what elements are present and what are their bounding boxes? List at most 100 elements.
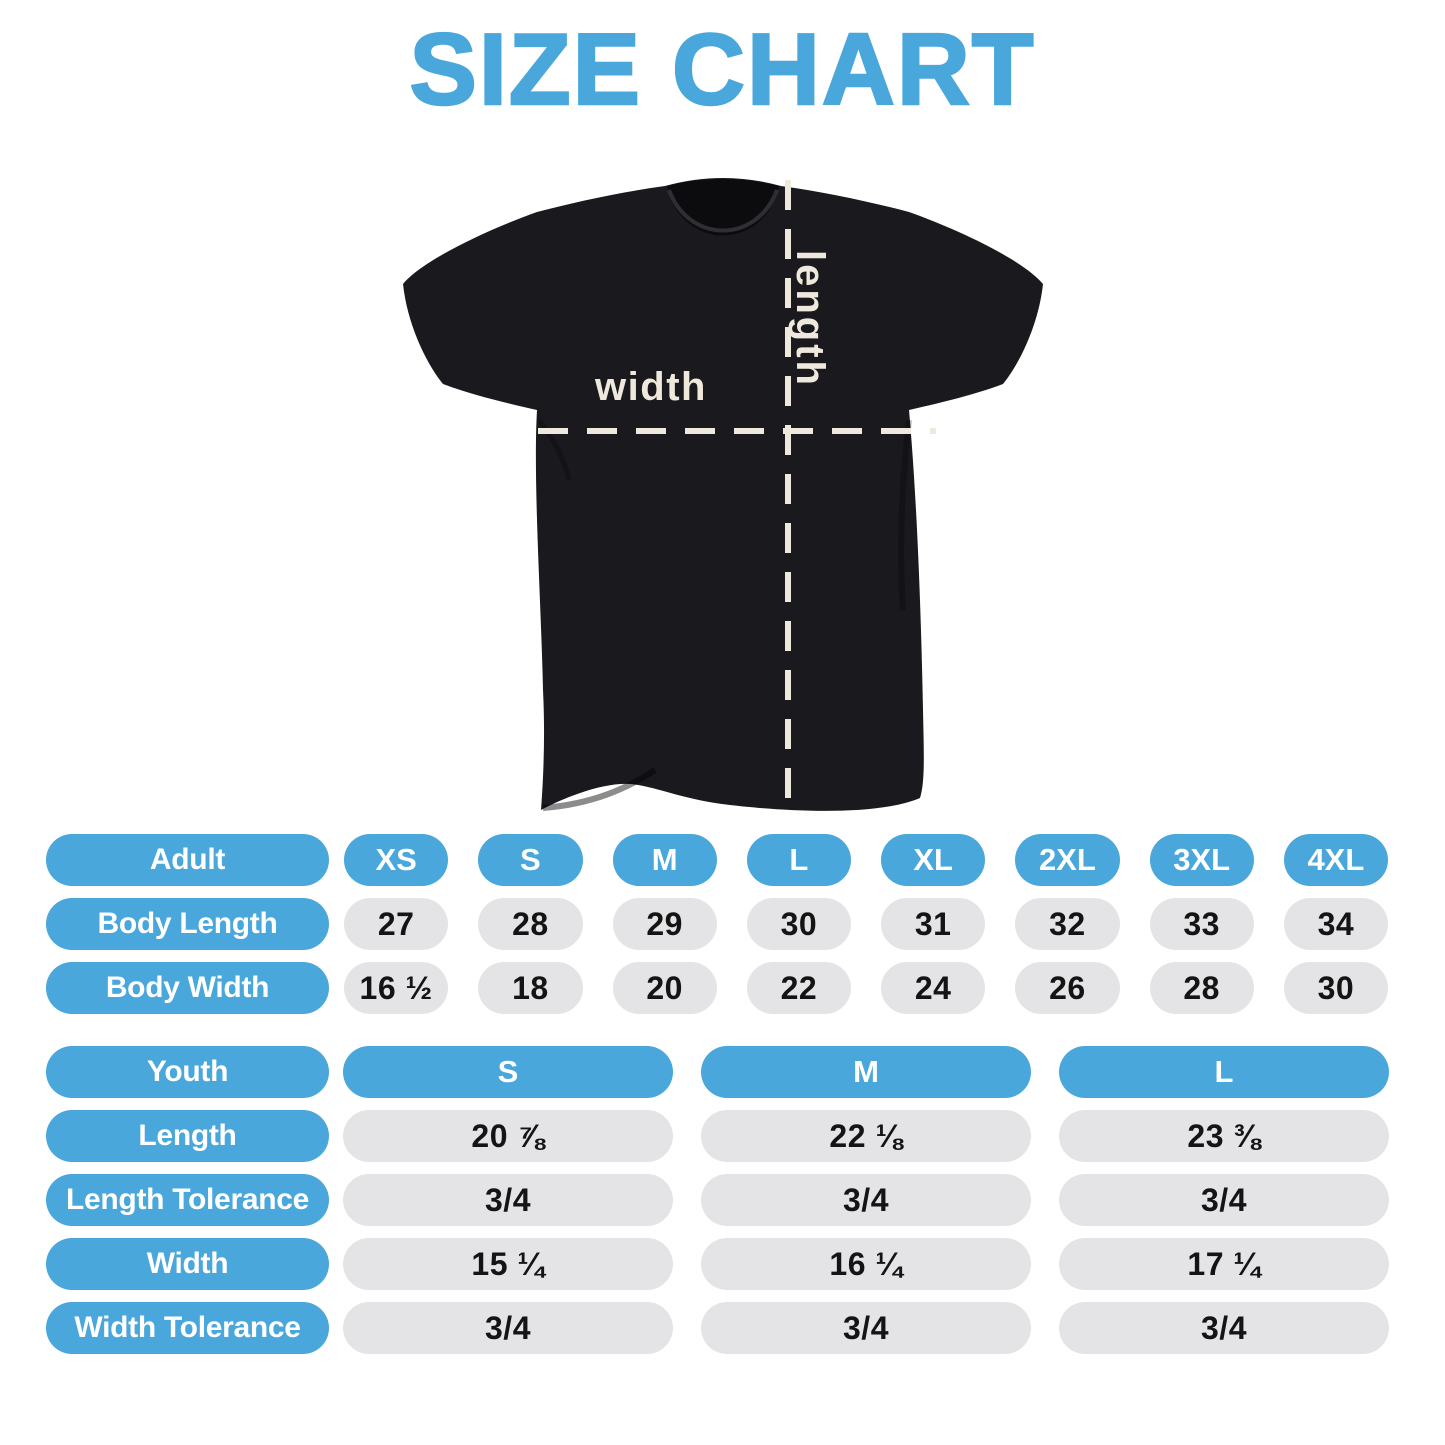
table-cell: 20 ⅞ (329, 1110, 687, 1162)
tshirt-graphic: width length (403, 178, 1043, 811)
value-pill: 24 (881, 962, 986, 1014)
tshirt-diagram: width length (393, 170, 1053, 820)
table-cell: XL (866, 834, 1000, 886)
value-pill: 30 (746, 898, 851, 950)
value-pill: 3/4 (701, 1302, 1031, 1354)
width-label: width (594, 365, 707, 409)
size-header-pill: L (746, 834, 851, 886)
size-header-pill: L (1059, 1046, 1389, 1098)
table-cell: 18 (463, 962, 597, 1014)
size-header-pill: XS (344, 834, 449, 886)
size-table-row: Width Tolerance 3/4 3/4 3/4 (46, 1302, 1403, 1354)
table-cell: M (598, 834, 732, 886)
size-table-row: Body Width 16 ½ 18 20 22 24 26 28 30 (46, 962, 1403, 1014)
table-cell: 3/4 (329, 1174, 687, 1226)
size-tables: Adult XS S M L XL 2XL 3XL 4XL Body Length 27 28 29 30… (46, 834, 1403, 1366)
row-label-pill: Body Length (46, 898, 329, 950)
size-header-pill: 4XL (1283, 834, 1388, 886)
value-pill: 20 ⅞ (343, 1110, 673, 1162)
value-pill: 3/4 (701, 1174, 1031, 1226)
value-pill: 23 ⅜ (1059, 1110, 1389, 1162)
row-label-pill: Length Tolerance (46, 1174, 329, 1226)
value-pill: 26 (1015, 962, 1120, 1014)
length-label: length (788, 250, 832, 388)
table-cell: S (329, 1046, 687, 1098)
table-cell: 29 (598, 898, 732, 950)
adult-size-table: Adult XS S M L XL 2XL 3XL 4XL Body Length 27 28 29 30… (46, 834, 1403, 1014)
table-cell: 3/4 (329, 1302, 687, 1354)
table-cell: 3/4 (1045, 1302, 1403, 1354)
size-header-pill: M (612, 834, 717, 886)
table-cell: 3/4 (1045, 1174, 1403, 1226)
row-header-pill: Adult (46, 834, 329, 886)
table-cell: 3/4 (687, 1174, 1045, 1226)
tshirt-hem-fold (542, 767, 657, 811)
size-header-pill: S (478, 834, 583, 886)
table-cell: 23 ⅜ (1045, 1110, 1403, 1162)
row-label-pill: Body Width (46, 962, 329, 1014)
size-table-row: Length Tolerance 3/4 3/4 3/4 (46, 1174, 1403, 1226)
table-cell: 31 (866, 898, 1000, 950)
size-header-pill: S (343, 1046, 673, 1098)
page-title: SIZE CHART (408, 14, 1036, 126)
table-cell: 30 (732, 898, 866, 950)
value-pill: 31 (881, 898, 986, 950)
table-cell: 20 (598, 962, 732, 1014)
size-table-row: Length 20 ⅞ 22 ⅛ 23 ⅜ (46, 1110, 1403, 1162)
table-cell: S (463, 834, 597, 886)
value-pill: 32 (1015, 898, 1120, 950)
table-cell: M (687, 1046, 1045, 1098)
row-label-pill: Width (46, 1238, 329, 1290)
table-cell: L (1045, 1046, 1403, 1098)
size-header-pill: XL (881, 834, 986, 886)
size-table-row: Body Length 27 28 29 30 31 32 33 34 (46, 898, 1403, 950)
size-table-header-row: Youth S M L (46, 1046, 1403, 1098)
value-pill: 16 ¼ (701, 1238, 1031, 1290)
value-pill: 27 (344, 898, 449, 950)
value-pill: 28 (1149, 962, 1254, 1014)
row-label-pill: Length (46, 1110, 329, 1162)
table-cell: XS (329, 834, 463, 886)
table-cell: 26 (1000, 962, 1134, 1014)
size-header-pill: 2XL (1015, 834, 1120, 886)
value-pill: 16 ½ (344, 962, 449, 1014)
table-cell: 28 (463, 898, 597, 950)
value-pill: 22 (746, 962, 851, 1014)
row-header-pill: Youth (46, 1046, 329, 1098)
value-pill: 3/4 (343, 1302, 673, 1354)
table-cell: 3/4 (687, 1302, 1045, 1354)
table-cell: 4XL (1269, 834, 1403, 886)
value-pill: 29 (612, 898, 717, 950)
table-cell: 27 (329, 898, 463, 950)
tshirt-underarm-crease (537, 418, 572, 481)
value-pill: 22 ⅛ (701, 1110, 1031, 1162)
youth-size-table: Youth S M L Length 20 ⅞ 22 ⅛ 23 ⅜ Length Toleran… (46, 1046, 1403, 1354)
table-cell: 2XL (1000, 834, 1134, 886)
value-pill: 18 (478, 962, 583, 1014)
table-cell: 17 ¼ (1045, 1238, 1403, 1290)
size-header-pill: 3XL (1149, 834, 1254, 886)
value-pill: 3/4 (343, 1174, 673, 1226)
table-cell: L (732, 834, 866, 886)
table-cell: 16 ½ (329, 962, 463, 1014)
row-label-pill: Width Tolerance (46, 1302, 329, 1354)
value-pill: 15 ¼ (343, 1238, 673, 1290)
table-cell: 24 (866, 962, 1000, 1014)
table-cell: 16 ¼ (687, 1238, 1045, 1290)
table-cell: 22 (732, 962, 866, 1014)
tshirt-collar-seam (667, 189, 779, 233)
table-cell: 28 (1135, 962, 1269, 1014)
table-cell: 30 (1269, 962, 1403, 1014)
value-pill: 3/4 (1059, 1302, 1389, 1354)
value-pill: 34 (1283, 898, 1388, 950)
table-cell: 3XL (1135, 834, 1269, 886)
value-pill: 17 ¼ (1059, 1238, 1389, 1290)
value-pill: 30 (1283, 962, 1388, 1014)
size-table-row: Width 15 ¼ 16 ¼ 17 ¼ (46, 1238, 1403, 1290)
table-cell: 32 (1000, 898, 1134, 950)
tshirt-body (403, 178, 1043, 811)
table-cell: 22 ⅛ (687, 1110, 1045, 1162)
table-cell: 34 (1269, 898, 1403, 950)
tshirt-side-crease (898, 419, 912, 611)
